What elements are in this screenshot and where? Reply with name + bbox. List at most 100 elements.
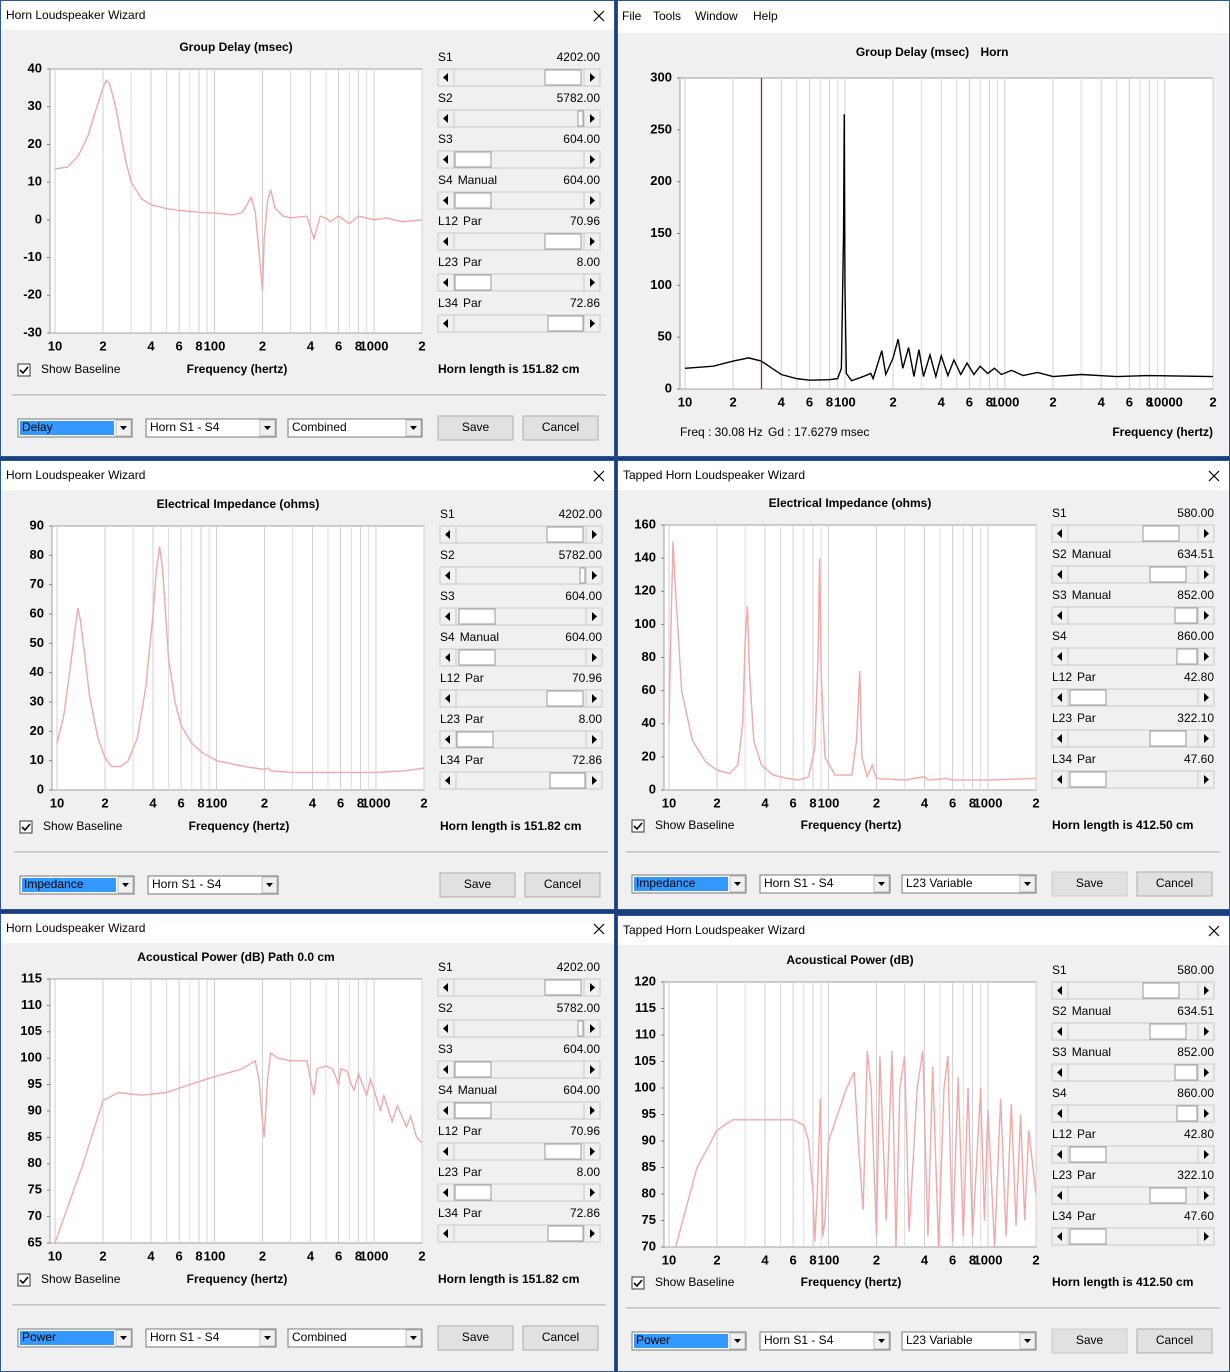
button[interactable] <box>1136 871 1213 897</box>
slider-thumb[interactable] <box>454 151 492 168</box>
chart-title: Acoustical Power (dB) <box>786 953 913 967</box>
slider-thumb[interactable] <box>546 526 584 543</box>
slider-thumb[interactable] <box>546 690 584 707</box>
slider-thumb[interactable] <box>1069 771 1107 788</box>
slider-track[interactable] <box>437 1019 601 1038</box>
checkbox-label[interactable]: Show Baseline <box>41 1272 121 1286</box>
slider-label: S1 <box>1052 506 1067 520</box>
dropdown[interactable] <box>759 1331 891 1351</box>
x-tick-label: 2 <box>418 1248 425 1263</box>
slider-thumb[interactable] <box>1149 566 1187 583</box>
slider-thumb[interactable] <box>458 649 496 666</box>
slider-thumb[interactable] <box>544 979 582 996</box>
slider-thumb[interactable] <box>544 69 582 86</box>
slider-thumb[interactable] <box>454 1102 492 1119</box>
slider-thumb[interactable] <box>579 567 586 584</box>
checkbox-label[interactable]: Show Baseline <box>43 819 123 833</box>
slider-thumb[interactable] <box>549 772 586 789</box>
slider-thumb[interactable] <box>454 274 492 291</box>
button-label[interactable]: Save <box>462 420 490 434</box>
checkbox[interactable] <box>19 820 33 834</box>
close-button[interactable] <box>593 10 605 22</box>
button-label[interactable]: Cancel <box>1156 876 1193 890</box>
button[interactable] <box>522 415 599 441</box>
dropdown[interactable] <box>147 875 279 895</box>
slider-track[interactable] <box>1051 1022 1215 1041</box>
close-button[interactable] <box>1208 470 1220 482</box>
menu-item[interactable]: File <box>622 9 642 23</box>
slider-thumb[interactable] <box>454 1184 492 1201</box>
checkbox[interactable] <box>17 363 31 377</box>
slider-thumb[interactable] <box>1069 1146 1107 1163</box>
slider-thumb[interactable] <box>454 1061 492 1078</box>
menu-item[interactable]: Window <box>695 9 738 23</box>
slider-track[interactable] <box>439 566 603 585</box>
slider-track[interactable] <box>1051 1186 1215 1205</box>
slider-thumb[interactable] <box>1149 730 1187 747</box>
menu-item[interactable]: Help <box>753 9 778 23</box>
button[interactable] <box>1136 1328 1213 1354</box>
slider-thumb[interactable] <box>1069 1228 1107 1245</box>
checkbox-label[interactable]: Show Baseline <box>655 818 735 832</box>
close-button[interactable] <box>593 470 605 482</box>
slider-value: 852.00 <box>1177 1045 1214 1059</box>
x-tick-label: 8 <box>809 795 816 810</box>
slider-thumb[interactable] <box>544 233 582 250</box>
button[interactable] <box>437 415 514 441</box>
button[interactable] <box>437 1325 514 1351</box>
menu-item[interactable]: Tools <box>653 9 681 23</box>
button-label[interactable]: Save <box>462 1330 490 1344</box>
slider-thumb[interactable] <box>577 1020 584 1037</box>
slider-thumb[interactable] <box>1176 1105 1198 1122</box>
checkbox[interactable] <box>17 1273 31 1287</box>
slider-thumb[interactable] <box>1069 689 1107 706</box>
button-label[interactable]: Cancel <box>542 420 579 434</box>
window-title: Horn Loudspeaker Wizard <box>6 468 145 482</box>
slider-track[interactable] <box>1051 981 1215 1000</box>
arrow-glyph <box>1024 882 1031 886</box>
dropdown[interactable] <box>759 874 891 894</box>
dropdown[interactable] <box>287 1328 423 1348</box>
slider-thumb[interactable] <box>1149 1187 1187 1204</box>
slider-thumb[interactable] <box>456 731 494 748</box>
slider-track[interactable] <box>1051 565 1215 584</box>
check-mark <box>633 1279 643 1288</box>
slider-track[interactable] <box>437 109 601 128</box>
dropdown[interactable] <box>901 874 1037 894</box>
close-button[interactable] <box>1208 925 1220 937</box>
slider-thumb[interactable] <box>544 1143 582 1160</box>
slider-thumb[interactable] <box>1174 1064 1198 1081</box>
slider-track[interactable] <box>1051 729 1215 748</box>
dropdown[interactable] <box>287 418 423 438</box>
button-label[interactable]: Save <box>464 877 492 891</box>
slider-thumb[interactable] <box>1142 982 1180 999</box>
checkbox-label[interactable]: Show Baseline <box>655 1275 735 1289</box>
slider-thumb[interactable] <box>577 110 584 127</box>
button[interactable] <box>439 872 516 898</box>
button-label[interactable]: Cancel <box>1156 1333 1193 1347</box>
slider-thumb[interactable] <box>547 315 584 332</box>
checkbox-label[interactable]: Show Baseline <box>41 362 121 376</box>
slider-thumb[interactable] <box>547 1225 584 1242</box>
button-label[interactable]: Cancel <box>542 1330 579 1344</box>
dropdown[interactable] <box>145 418 277 438</box>
dropdown[interactable] <box>901 1331 1037 1351</box>
button[interactable] <box>522 1325 599 1351</box>
checkbox[interactable] <box>631 819 645 833</box>
arrow-glyph <box>592 776 597 785</box>
x-tick-label: 2 <box>873 1252 880 1267</box>
slider-thumb[interactable] <box>458 608 496 625</box>
slider-thumb[interactable] <box>1176 648 1198 665</box>
cursor-readout: Freq : 30.08 Hz <box>680 425 763 439</box>
slider-track[interactable] <box>1051 524 1215 543</box>
slider-thumb[interactable] <box>1142 525 1180 542</box>
dropdown[interactable] <box>145 1328 277 1348</box>
close-button[interactable] <box>593 923 605 935</box>
slider-thumb[interactable] <box>454 192 492 209</box>
slider-thumb[interactable] <box>1174 607 1198 624</box>
button-label[interactable]: Cancel <box>544 877 581 891</box>
button[interactable] <box>524 872 601 898</box>
dropdown-selection <box>20 1331 114 1345</box>
slider-thumb[interactable] <box>1149 1023 1187 1040</box>
checkbox[interactable] <box>631 1276 645 1290</box>
